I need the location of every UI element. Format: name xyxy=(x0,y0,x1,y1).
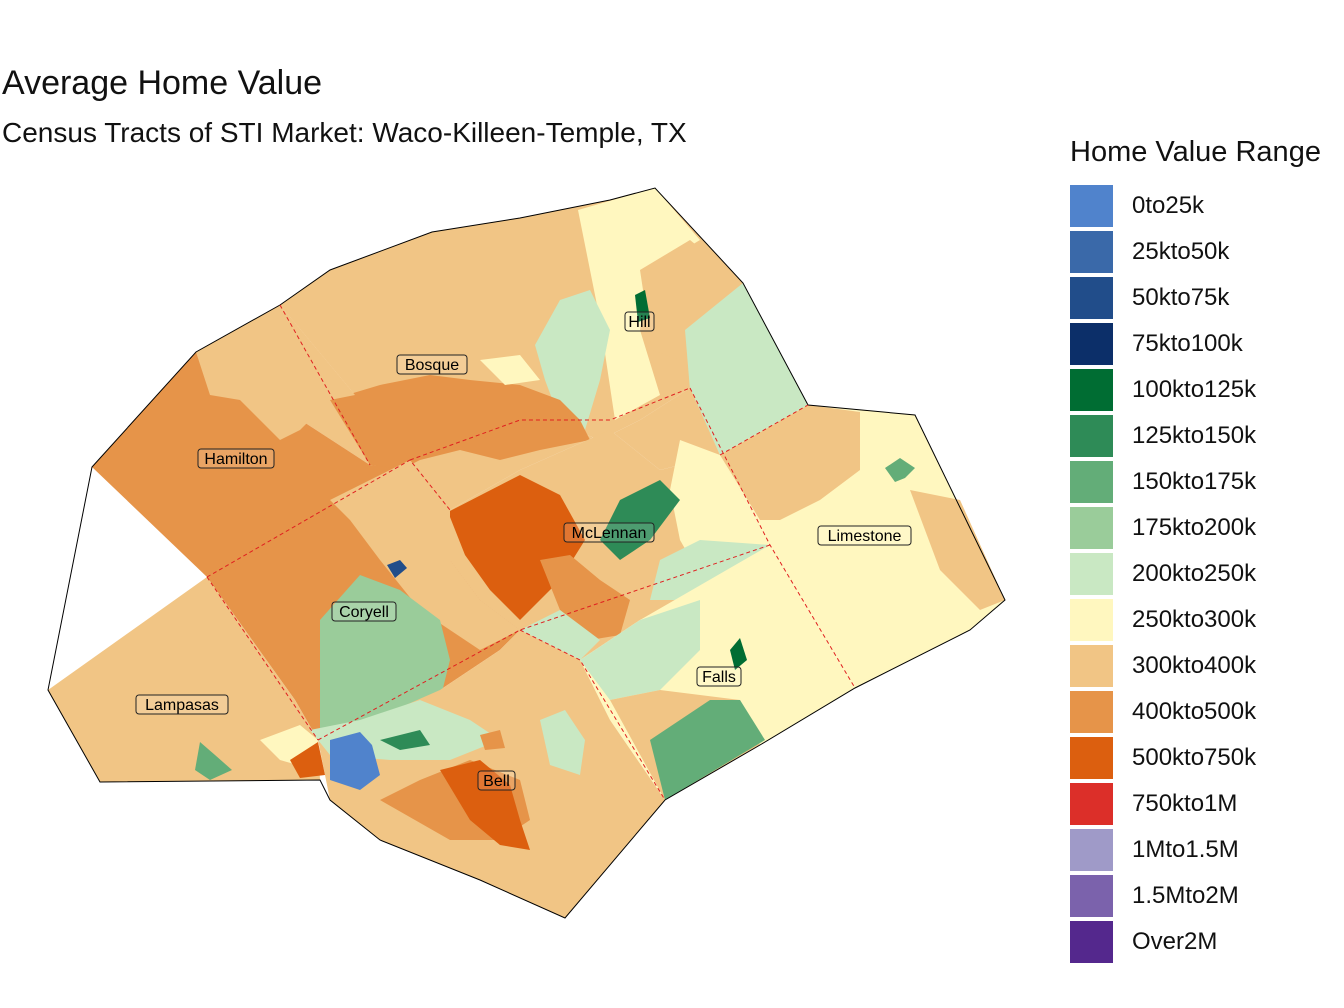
legend-label: 100kto125k xyxy=(1132,376,1257,403)
county-label-bosque: Bosque xyxy=(396,354,468,375)
legend-swatch xyxy=(1070,921,1113,963)
legend: Home Value Range 0to25k 25kto50k 50kto75k 7… xyxy=(1070,136,1342,965)
legend-item: 1.5Mto2M xyxy=(1070,873,1342,919)
legend-swatch xyxy=(1070,875,1113,917)
county-region-falls xyxy=(580,545,855,800)
legend-label: 125kto150k xyxy=(1132,422,1257,449)
legend-swatch xyxy=(1070,599,1113,641)
svg-text:Lampasas: Lampasas xyxy=(145,697,219,714)
map-subtitle: Census Tracts of STI Market: Waco-Killee… xyxy=(2,117,687,148)
county-boundaries xyxy=(206,304,856,801)
legend-title: Home Value Range xyxy=(1070,136,1321,168)
legend-swatch xyxy=(1070,369,1113,411)
svg-text:Bosque: Bosque xyxy=(405,357,459,374)
choropleth-map: Hill Bosque Hamilton McLennan Limestone … xyxy=(47,187,1006,919)
legend-swatch xyxy=(1070,507,1113,549)
county-label-hill: Hill xyxy=(624,311,655,332)
legend-label: 1.5Mto2M xyxy=(1132,882,1239,909)
legend-swatch xyxy=(1070,553,1113,595)
legend-label: 25kto50k xyxy=(1132,238,1230,265)
legend-label: 250kto300k xyxy=(1132,606,1257,633)
legend-swatch xyxy=(1070,783,1113,825)
legend-swatch xyxy=(1070,231,1113,273)
legend-item: 150kto175k xyxy=(1070,459,1342,505)
svg-text:Falls: Falls xyxy=(702,669,736,686)
svg-text:Bell: Bell xyxy=(483,773,510,790)
legend-item: 200kto250k xyxy=(1070,551,1342,597)
legend-label: 300kto400k xyxy=(1132,652,1257,679)
legend-label: 400kto500k xyxy=(1132,698,1257,725)
legend-item: 75kto100k xyxy=(1070,321,1342,367)
legend-swatch xyxy=(1070,415,1113,457)
legend-swatch xyxy=(1070,185,1113,227)
legend-item: Over2M xyxy=(1070,919,1342,965)
legend-label: Over2M xyxy=(1132,928,1218,955)
legend-label: 150kto175k xyxy=(1132,468,1257,495)
county-label-hamilton: Hamilton xyxy=(197,448,275,469)
county-label-mclennan: McLennan xyxy=(563,522,655,543)
market-boundary xyxy=(47,187,1006,919)
county-label-limestone: Limestone xyxy=(817,525,912,546)
legend-swatch xyxy=(1070,737,1113,779)
county-label-falls: Falls xyxy=(696,666,742,687)
county-region-coryell xyxy=(207,460,520,740)
legend-item: 50kto75k xyxy=(1070,275,1342,321)
legend-item: 175kto200k xyxy=(1070,505,1342,551)
legend-label: 200kto250k xyxy=(1132,560,1257,587)
legend-label: 0to25k xyxy=(1132,192,1205,219)
legend-item: 125kto150k xyxy=(1070,413,1342,459)
county-label-lampasas: Lampasas xyxy=(135,694,229,715)
legend-item: 100kto125k xyxy=(1070,367,1342,413)
legend-swatch xyxy=(1070,277,1113,319)
legend-label: 1Mto1.5M xyxy=(1132,836,1239,863)
county-label-coryell: Coryell xyxy=(331,601,397,622)
legend-item: 400kto500k xyxy=(1070,689,1342,735)
legend-swatch xyxy=(1070,691,1113,733)
svg-text:Hill: Hill xyxy=(628,314,650,331)
legend-swatch xyxy=(1070,461,1113,503)
county-region-limestone xyxy=(720,405,1005,688)
legend-swatch xyxy=(1070,645,1113,687)
legend-label: 175kto200k xyxy=(1132,514,1257,541)
county-label-bell: Bell xyxy=(477,770,516,791)
county-labels: Hill Bosque Hamilton McLennan Limestone … xyxy=(135,311,912,791)
map-title: Average Home Value xyxy=(2,64,323,102)
county-region-mclennan xyxy=(410,430,770,660)
legend-label: 75kto100k xyxy=(1132,330,1243,357)
legend-item: 1Mto1.5M xyxy=(1070,827,1342,873)
county-region-hamilton xyxy=(92,305,410,577)
county-region-hill xyxy=(280,188,808,455)
legend-item: 250kto300k xyxy=(1070,597,1342,643)
svg-text:McLennan: McLennan xyxy=(572,525,647,542)
legend-swatch xyxy=(1070,323,1113,365)
legend-item: 500kto750k xyxy=(1070,735,1342,781)
legend-item: 750kto1M xyxy=(1070,781,1342,827)
legend-label: 500kto750k xyxy=(1132,744,1257,771)
svg-text:Coryell: Coryell xyxy=(339,604,389,621)
legend-item: 25kto50k xyxy=(1070,229,1342,275)
svg-text:Hamilton: Hamilton xyxy=(204,451,267,468)
legend-item: 0to25k xyxy=(1070,183,1342,229)
legend-label: 50kto75k xyxy=(1132,284,1230,311)
legend-swatch xyxy=(1070,829,1113,871)
legend-item: 300kto400k xyxy=(1070,643,1342,689)
legend-items: 0to25k 25kto50k 50kto75k 75kto100k 100kto125… xyxy=(1070,183,1342,965)
legend-label: 750kto1M xyxy=(1132,790,1238,817)
svg-text:Limestone: Limestone xyxy=(828,528,902,545)
county-region-bell xyxy=(290,630,665,918)
